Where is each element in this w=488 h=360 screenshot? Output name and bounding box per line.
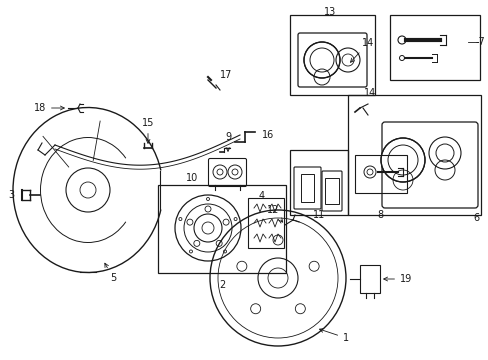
Text: 17: 17 (220, 70, 232, 80)
Text: 16: 16 (262, 130, 274, 140)
Text: 18: 18 (34, 103, 64, 113)
Bar (158, 185, 285, 273)
Text: 6: 6 (473, 213, 479, 223)
Text: 13: 13 (323, 7, 335, 17)
Text: 12: 12 (266, 205, 282, 222)
Text: -7: -7 (474, 37, 484, 47)
Bar (247, 198, 284, 248)
Bar (389, 15, 479, 80)
Bar (289, 150, 347, 215)
Bar (289, 15, 374, 95)
Text: 8: 8 (376, 210, 382, 220)
Bar (359, 265, 379, 293)
Text: 19: 19 (383, 274, 411, 284)
Text: 11: 11 (312, 210, 325, 220)
Text: 15: 15 (142, 118, 154, 143)
Text: 14: 14 (350, 38, 373, 62)
Text: 1: 1 (319, 329, 348, 343)
Text: 4: 4 (259, 191, 264, 201)
Text: 14: 14 (363, 88, 375, 98)
Bar (354, 155, 406, 193)
Text: 10: 10 (185, 173, 198, 183)
Text: 9: 9 (224, 132, 231, 151)
Circle shape (304, 42, 339, 78)
Text: 3: 3 (8, 190, 14, 200)
Circle shape (380, 138, 424, 182)
Bar (347, 95, 480, 215)
Text: 5: 5 (104, 263, 116, 283)
Text: 2: 2 (219, 280, 224, 290)
